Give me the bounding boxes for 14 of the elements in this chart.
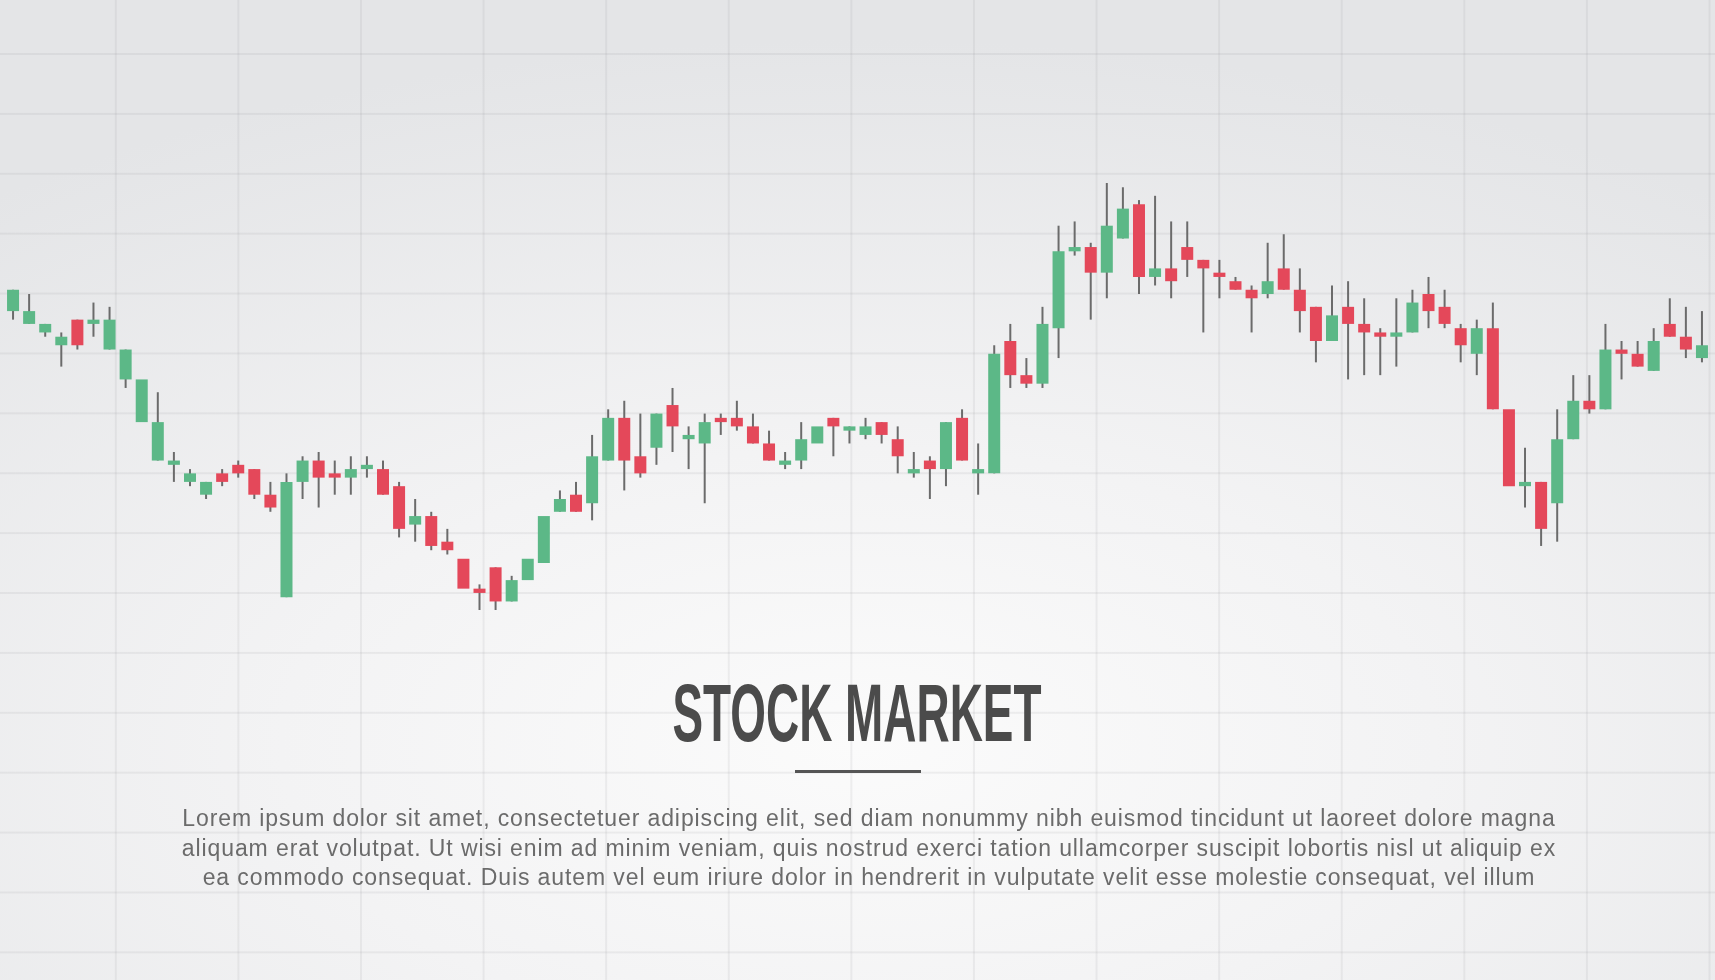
candlestick xyxy=(1068,221,1081,256)
candlestick xyxy=(1390,298,1403,367)
candlestick xyxy=(972,443,985,495)
candlestick xyxy=(1502,409,1515,487)
candlestick xyxy=(1358,298,1371,376)
candlestick xyxy=(811,426,824,444)
candlestick xyxy=(682,426,695,470)
candlestick xyxy=(135,379,148,423)
candlestick xyxy=(521,558,534,581)
candlestick xyxy=(1519,447,1532,508)
candlestick xyxy=(537,516,550,564)
text: Lorem ipsum dolor sit amet, consectetuer adipiscing elit, sed diam nonummy nibh euismod tincidunt ut laoreet dolore magna aliquam erat volutpat. Ut wisi enim ad minim veniam, quis nostrud exerci tation ullamcorper suscipit lobortis nisl ut aliquip ex ea commodo consequat. Duis autem vel eum iriure dolor in hendrerit in vulputate velit esse molestie consequat, vel illum xyxy=(181,804,1557,892)
text: STOCK MARKET xyxy=(672,667,1042,758)
candlestick xyxy=(457,558,470,589)
